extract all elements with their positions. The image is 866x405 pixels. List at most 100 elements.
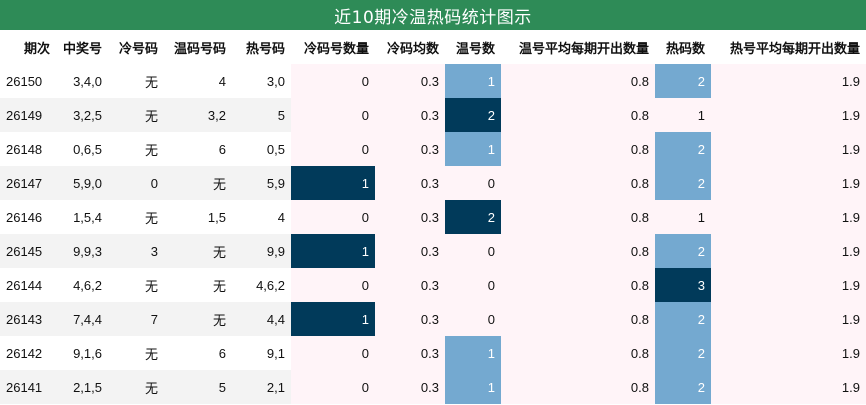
cell-warm-number: 无 xyxy=(212,278,226,294)
cell-warm-number: 无 xyxy=(164,302,232,336)
cell-warm-number: 6 xyxy=(218,345,226,361)
cell-hot-count: 3 xyxy=(655,268,711,302)
table-row: 26149 3,2,5 无 3,2 5 0 0.3 2 0.8 1 1.9 xyxy=(0,98,866,132)
cell-warm-count: 0 xyxy=(445,234,501,268)
cell-hot-avg: 1.9 xyxy=(711,132,866,166)
cell-hot-number: 5,9 xyxy=(232,166,291,200)
cell-cold-count: 0 xyxy=(291,370,375,404)
table-row: 26142 9,1,6 无 6 9,1 0 0.3 1 0.8 2 1.9 xyxy=(0,336,866,370)
cell-warm-avg: 0.8 xyxy=(501,64,655,98)
cell-cold-number: 无 xyxy=(144,142,158,158)
header-row: 期次 中奖号 冷号码 温码号码 热号码 冷码号数量 冷码均数 温号数 温号平均每… xyxy=(0,30,866,64)
cell-cold-number: 无 xyxy=(144,278,158,294)
cell-warm-avg: 0.8 xyxy=(501,336,655,370)
cell-warm-count: 1 xyxy=(445,370,501,404)
cell-hot-number: 4,4 xyxy=(232,302,291,336)
col-header-warm-avg: 温号平均每期开出数量 xyxy=(501,30,655,64)
cell-cold-count: 1 xyxy=(291,166,375,200)
cell-cold-count: 0 xyxy=(291,64,375,98)
cell-hot-number: 2,1 xyxy=(232,370,291,404)
cell-hot-count: 2 xyxy=(655,336,711,370)
cell-warm-count: 0 xyxy=(445,302,501,336)
cell-winning-number: 9,1,6 xyxy=(73,345,102,361)
cell-winning-number: 9,9,3 xyxy=(56,234,108,268)
cell-cold-count: 1 xyxy=(291,302,375,336)
col-header-cold-count: 冷码号数量 xyxy=(291,30,375,64)
col-header-cold: 冷号码 xyxy=(108,30,164,64)
cell-hot-count: 2 xyxy=(655,234,711,268)
col-header-warm: 温码号码 xyxy=(164,30,232,64)
col-header-cold-avg: 冷码均数 xyxy=(375,30,445,64)
cell-hot-avg: 1.9 xyxy=(711,336,866,370)
cell-warm-count: 1 xyxy=(445,336,501,370)
cell-hot-number: 4,6,2 xyxy=(256,277,285,293)
cell-warm-avg: 0.8 xyxy=(501,200,655,234)
cell-warm-avg: 0.8 xyxy=(501,268,655,302)
cell-warm-count: 0 xyxy=(445,166,501,200)
cell-period: 26146 xyxy=(6,209,43,225)
cell-winning-number: 3,2,5 xyxy=(56,98,108,132)
cell-warm-number: 4 xyxy=(218,73,226,89)
cell-cold-avg: 0.3 xyxy=(375,166,445,200)
cell-hot-count: 1 xyxy=(655,98,711,132)
cell-hot-number: 4 xyxy=(277,209,285,225)
cell-period: 26144 xyxy=(6,277,43,293)
cell-period: 26148 xyxy=(6,141,43,157)
cell-hot-count: 2 xyxy=(655,302,711,336)
cell-hot-number: 9,9 xyxy=(232,234,291,268)
col-header-hot: 热号码 xyxy=(232,30,291,64)
cell-warm-number: 无 xyxy=(164,234,232,268)
cell-cold-avg: 0.3 xyxy=(375,234,445,268)
cell-cold-number: 0 xyxy=(108,166,164,200)
cell-cold-count: 1 xyxy=(291,234,375,268)
cell-winning-number: 0,6,5 xyxy=(73,141,102,157)
cell-period: 26145 xyxy=(0,234,56,268)
cell-winning-number: 7,4,4 xyxy=(56,302,108,336)
cell-warm-count: 0 xyxy=(445,268,501,302)
cell-period: 26143 xyxy=(0,302,56,336)
col-header-period: 期次 xyxy=(0,30,56,64)
cell-winning-number: 2,1,5 xyxy=(56,370,108,404)
cell-hot-avg: 1.9 xyxy=(711,234,866,268)
cell-warm-count: 1 xyxy=(445,64,501,98)
cell-hot-count: 1 xyxy=(655,200,711,234)
chart-title: 近10期冷温热码统计图示 xyxy=(0,0,866,30)
cell-period: 26141 xyxy=(0,370,56,404)
table-row: 26141 2,1,5 无 5 2,1 0 0.3 1 0.8 2 1.9 xyxy=(0,370,866,404)
cell-warm-avg: 0.8 xyxy=(501,370,655,404)
cell-warm-count: 2 xyxy=(445,200,501,234)
cell-period: 26150 xyxy=(6,73,43,89)
cell-warm-avg: 0.8 xyxy=(501,166,655,200)
cell-hot-count: 2 xyxy=(655,64,711,98)
col-header-hot-count: 热码数 xyxy=(655,30,711,64)
cell-warm-count: 2 xyxy=(445,98,501,132)
col-header-warm-count: 温号数 xyxy=(445,30,501,64)
cell-warm-avg: 0.8 xyxy=(501,234,655,268)
cell-cold-avg: 0.3 xyxy=(375,336,445,370)
cell-period: 26142 xyxy=(6,345,43,361)
cell-hot-avg: 1.9 xyxy=(711,302,866,336)
cell-hot-avg: 1.9 xyxy=(711,268,866,302)
cell-hot-avg: 1.9 xyxy=(711,166,866,200)
cell-cold-avg: 0.3 xyxy=(375,302,445,336)
cell-warm-avg: 0.8 xyxy=(501,302,655,336)
cell-hot-count: 2 xyxy=(655,166,711,200)
cell-cold-avg: 0.3 xyxy=(375,370,445,404)
cell-warm-number: 6 xyxy=(218,141,226,157)
cell-cold-count: 0 xyxy=(291,268,375,302)
cell-warm-avg: 0.8 xyxy=(501,132,655,166)
cell-cold-avg: 0.3 xyxy=(375,132,445,166)
table-body: 26150 3,4,0 无 4 3,0 0 0.3 1 0.8 2 1.9 26149 3,2,5 无 3,… xyxy=(0,64,866,404)
cell-hot-avg: 1.9 xyxy=(711,370,866,404)
cell-cold-number: 无 xyxy=(108,370,164,404)
cell-cold-count: 0 xyxy=(291,336,375,370)
cell-cold-number: 无 xyxy=(144,346,158,362)
cell-hot-number: 0,5 xyxy=(266,141,285,157)
table-row: 26145 9,9,3 3 无 9,9 1 0.3 0 0.8 2 1.9 xyxy=(0,234,866,268)
cell-hot-count: 2 xyxy=(655,370,711,404)
cell-cold-avg: 0.3 xyxy=(375,98,445,132)
cell-hot-avg: 1.9 xyxy=(711,98,866,132)
cell-hot-avg: 1.9 xyxy=(711,64,866,98)
cell-winning-number: 1,5,4 xyxy=(73,209,102,225)
cell-warm-number: 3,2 xyxy=(164,98,232,132)
